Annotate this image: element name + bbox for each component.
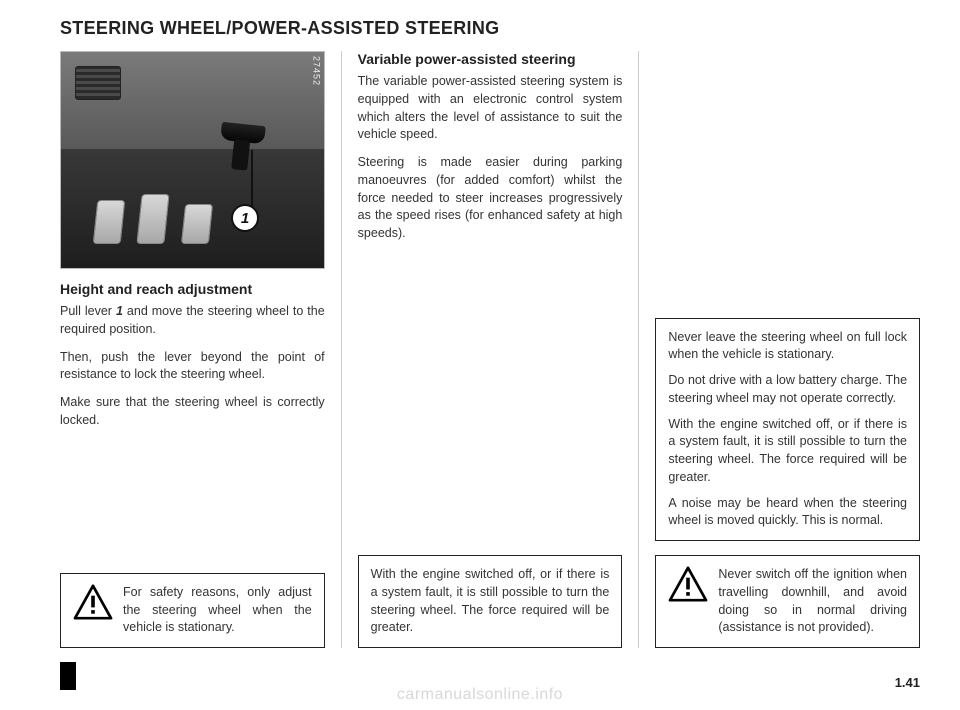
col2-heading: Variable power-assisted steering: [358, 51, 623, 67]
notice-text: With the engine switched off, or if ther…: [668, 416, 907, 487]
column-divider: [638, 51, 639, 648]
notice-text: Never leave the steering wheel on full l…: [668, 329, 907, 365]
notice-text: With the engine switched off, or if ther…: [371, 566, 610, 637]
col1-paragraph: Make sure that the steering wheel is cor…: [60, 394, 325, 430]
page-number: 1.41: [895, 675, 920, 690]
spacer: [655, 51, 920, 318]
col1-bottom: For safety reasons, only adjust the stee…: [60, 573, 325, 648]
col2-paragraph: The variable power-assisted steering sys…: [358, 73, 623, 144]
notice-text: Do not drive with a low battery charge. …: [668, 372, 907, 408]
page-footer: 1.41: [60, 658, 920, 690]
photo-vent-panel: [75, 66, 121, 100]
text-fragment: Pull lever: [60, 304, 116, 318]
safety-warning-box: Never switch off the igni­tion when trav…: [655, 555, 920, 648]
callout-leader-line: [251, 150, 253, 214]
column-3: Never leave the steering wheel on full l…: [655, 51, 920, 648]
warning-triangle-icon: [73, 584, 113, 620]
section-tab-marker: [60, 662, 76, 690]
lever-number-ref: 1: [116, 304, 123, 318]
manual-page: STEERING WHEEL/POWER-ASSISTED STEERING 1…: [0, 0, 960, 710]
info-notice-box: Never leave the steering wheel on full l…: [655, 318, 920, 542]
col2-paragraph: Steering is made easier during parking m…: [358, 154, 623, 243]
safety-warning-box: For safety reasons, only adjust the stee…: [60, 573, 325, 648]
steering-photo: 1 27452: [60, 51, 325, 269]
photo-pedal: [181, 204, 213, 244]
col2-bottom: With the engine switched off, or if ther…: [358, 555, 623, 648]
info-notice-box: With the engine switched off, or if ther…: [358, 555, 623, 648]
photo-reference-code: 27452: [312, 56, 322, 86]
notice-text: A noise may be heard when the steering w…: [668, 495, 907, 531]
photo-pedal: [93, 200, 126, 244]
warning-text: Never switch off the igni­tion when trav…: [718, 566, 907, 637]
column-divider: [341, 51, 342, 648]
column-2: Variable power-assisted steering The var…: [358, 51, 623, 648]
column-1: 1 27452 Height and reach adjustment Pull…: [60, 51, 325, 648]
col1-heading: Height and reach adjustment: [60, 281, 325, 297]
warning-row: Never switch off the igni­tion when trav…: [668, 566, 907, 637]
photo-pedal: [136, 194, 169, 244]
page-title: STEERING WHEEL/POWER-ASSISTED STEERING: [60, 18, 920, 39]
warning-row: For safety reasons, only adjust the stee…: [73, 584, 312, 637]
col1-paragraph: Then, push the lever beyond the point of…: [60, 349, 325, 385]
col1-paragraph: Pull lever 1 and move the steering wheel…: [60, 303, 325, 339]
callout-bubble: 1: [231, 204, 259, 232]
content-columns: 1 27452 Height and reach adjustment Pull…: [60, 51, 920, 648]
warning-triangle-icon: [668, 566, 708, 602]
warning-text: For safety reasons, only adjust the stee…: [123, 584, 312, 637]
